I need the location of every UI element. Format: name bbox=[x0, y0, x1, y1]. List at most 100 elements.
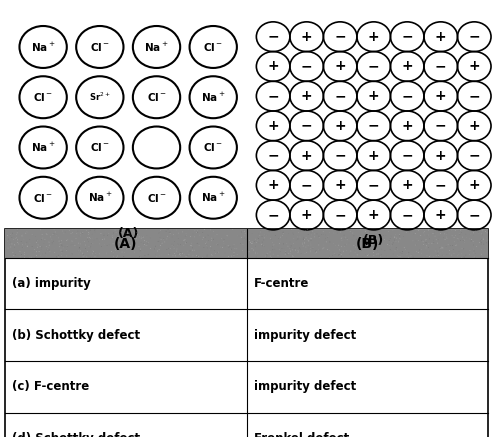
Point bbox=[338, 226, 346, 233]
Text: +: + bbox=[301, 89, 313, 103]
Point bbox=[483, 239, 491, 246]
Point bbox=[138, 233, 146, 240]
Point bbox=[33, 237, 41, 244]
Point bbox=[112, 254, 120, 261]
Point bbox=[235, 232, 243, 239]
Point bbox=[332, 242, 340, 249]
Point bbox=[21, 240, 29, 247]
Point bbox=[287, 226, 295, 233]
Text: +: + bbox=[435, 30, 447, 44]
Point bbox=[305, 237, 313, 244]
Point bbox=[449, 242, 457, 249]
Point bbox=[174, 241, 182, 248]
Text: +: + bbox=[468, 119, 480, 133]
Point bbox=[316, 234, 323, 241]
Point bbox=[372, 239, 380, 246]
Point bbox=[252, 239, 260, 246]
Point bbox=[387, 247, 395, 254]
Point bbox=[270, 241, 278, 248]
Point bbox=[37, 236, 45, 243]
Point bbox=[12, 236, 20, 243]
Point bbox=[341, 235, 349, 242]
Text: −: − bbox=[401, 149, 413, 163]
Point bbox=[435, 228, 443, 235]
Point bbox=[8, 234, 16, 241]
Point bbox=[469, 229, 477, 236]
Point bbox=[477, 251, 485, 258]
Point bbox=[10, 252, 18, 259]
Text: −: − bbox=[368, 178, 380, 192]
Point bbox=[352, 236, 359, 243]
Point bbox=[156, 234, 164, 241]
Point bbox=[160, 236, 168, 243]
Point bbox=[341, 235, 349, 242]
Point bbox=[144, 251, 152, 258]
Point bbox=[374, 235, 382, 242]
Text: +: + bbox=[267, 178, 279, 192]
Point bbox=[87, 243, 95, 250]
Point bbox=[462, 231, 470, 238]
Point bbox=[356, 226, 364, 233]
Point bbox=[208, 245, 215, 252]
Point bbox=[153, 253, 161, 260]
Point bbox=[122, 246, 130, 253]
Point bbox=[478, 232, 486, 239]
Point bbox=[280, 230, 287, 237]
Point bbox=[210, 236, 217, 243]
Point bbox=[143, 240, 151, 247]
Point bbox=[262, 253, 270, 260]
Text: Cl$^-$: Cl$^-$ bbox=[146, 91, 167, 103]
Point bbox=[158, 253, 166, 260]
Point bbox=[32, 233, 39, 240]
Point bbox=[401, 246, 409, 253]
Text: Na$^+$: Na$^+$ bbox=[31, 141, 55, 154]
Point bbox=[434, 247, 442, 254]
Text: −: − bbox=[401, 30, 413, 44]
Point bbox=[188, 244, 196, 251]
Point bbox=[233, 245, 241, 252]
Point bbox=[168, 242, 176, 249]
Text: +: + bbox=[435, 149, 447, 163]
Point bbox=[43, 231, 51, 238]
Point bbox=[7, 230, 15, 237]
Point bbox=[166, 250, 174, 257]
Point bbox=[69, 241, 77, 248]
Point bbox=[432, 236, 440, 243]
Point bbox=[160, 236, 168, 243]
Point bbox=[123, 241, 131, 248]
Point bbox=[46, 248, 54, 255]
Point bbox=[213, 231, 221, 238]
Point bbox=[286, 250, 294, 257]
Point bbox=[434, 239, 442, 246]
Point bbox=[243, 236, 251, 243]
Point bbox=[230, 249, 238, 256]
Point bbox=[333, 244, 341, 251]
Point bbox=[19, 232, 27, 239]
Point bbox=[307, 228, 315, 235]
Point bbox=[146, 234, 154, 241]
Point bbox=[365, 229, 373, 236]
Point bbox=[114, 243, 122, 250]
Point bbox=[166, 229, 174, 236]
Point bbox=[338, 234, 346, 241]
Point bbox=[41, 250, 49, 257]
Point bbox=[200, 226, 208, 233]
Point bbox=[453, 242, 460, 249]
Point bbox=[471, 254, 479, 261]
Point bbox=[76, 229, 84, 236]
Point bbox=[171, 250, 178, 257]
Point bbox=[189, 253, 197, 260]
Point bbox=[454, 252, 461, 259]
Point bbox=[254, 235, 262, 242]
Point bbox=[217, 236, 225, 243]
Point bbox=[282, 249, 290, 256]
Point bbox=[9, 249, 17, 256]
Point bbox=[49, 231, 57, 238]
Point bbox=[163, 246, 171, 253]
Point bbox=[104, 230, 112, 237]
Point bbox=[470, 242, 478, 249]
Point bbox=[58, 242, 66, 249]
Point bbox=[325, 253, 333, 260]
Point bbox=[331, 251, 339, 258]
Point bbox=[307, 247, 315, 254]
